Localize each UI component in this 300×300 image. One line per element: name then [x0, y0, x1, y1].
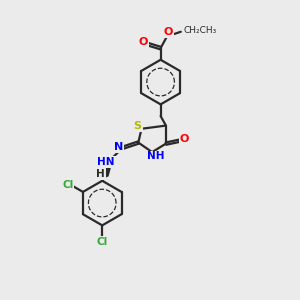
Text: S: S [134, 121, 142, 131]
Text: O: O [139, 37, 148, 47]
Text: Cl: Cl [62, 180, 73, 190]
Text: Cl: Cl [97, 237, 108, 247]
Text: H: H [96, 169, 105, 179]
Text: NH: NH [147, 152, 165, 161]
Text: N: N [114, 142, 123, 152]
Text: CH₂CH₃: CH₂CH₃ [184, 26, 217, 35]
Text: O: O [164, 27, 173, 37]
Text: HN: HN [97, 157, 115, 167]
Text: O: O [180, 134, 189, 144]
